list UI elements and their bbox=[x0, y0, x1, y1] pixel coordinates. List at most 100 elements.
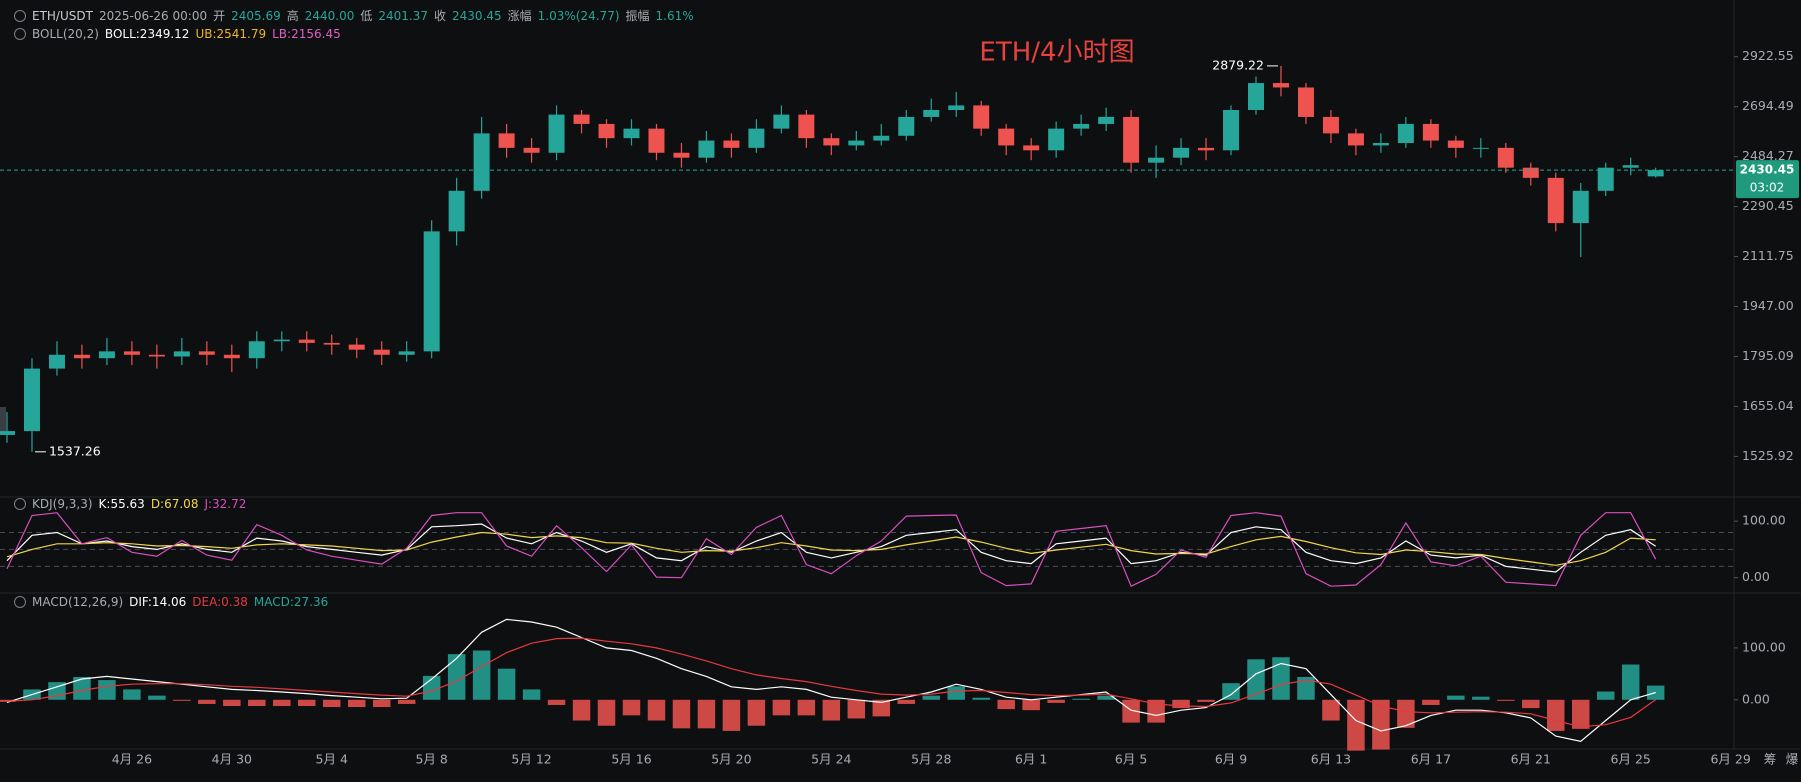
candle-body bbox=[1422, 123, 1439, 141]
candle-body bbox=[573, 114, 590, 124]
candle-body bbox=[48, 354, 65, 369]
histogram-bar bbox=[273, 699, 291, 707]
y-tick-label: 2290.45 bbox=[1742, 198, 1794, 213]
candle-body bbox=[748, 128, 765, 148]
header-label: 振幅 bbox=[625, 9, 650, 23]
indicator-value: LB:2156.45 bbox=[272, 27, 341, 41]
candle-body bbox=[0, 431, 15, 435]
x-tick-label: 6月 13 bbox=[1311, 752, 1351, 767]
last-price-box bbox=[1736, 160, 1799, 199]
series-line bbox=[6, 637, 1657, 728]
y-tick-label: 0.00 bbox=[1742, 569, 1770, 584]
x-tick-label: 6月 17 bbox=[1411, 752, 1451, 767]
y-tick-label: 2111.75 bbox=[1742, 248, 1794, 263]
x-tick-label: 5月 24 bbox=[811, 752, 851, 767]
legend-icon[interactable] bbox=[14, 498, 26, 510]
histogram-bar bbox=[372, 699, 391, 708]
candle-body bbox=[648, 128, 665, 153]
histogram-bar bbox=[447, 654, 466, 700]
header-value: 1.61% bbox=[655, 8, 694, 23]
indicator-value: UB:2541.79 bbox=[195, 27, 267, 41]
series-line bbox=[6, 531, 1656, 566]
histogram-bar bbox=[1447, 695, 1465, 700]
candle-body bbox=[548, 114, 565, 153]
max-label: 2879.22 bbox=[1212, 57, 1264, 72]
candle-body bbox=[898, 116, 915, 136]
histogram-bar bbox=[472, 650, 491, 700]
histogram-bar bbox=[1297, 676, 1315, 700]
candle-body bbox=[973, 105, 990, 129]
histogram-bar bbox=[1247, 659, 1265, 700]
candle-body bbox=[523, 147, 540, 153]
y-tick-label: 1947.00 bbox=[1742, 298, 1794, 313]
legend-entry: K:55.63 bbox=[98, 497, 145, 511]
histogram-bar bbox=[322, 699, 341, 708]
candle-body bbox=[448, 190, 465, 232]
candle-body bbox=[698, 140, 715, 158]
candle-body bbox=[423, 231, 440, 352]
candle-body bbox=[1272, 83, 1289, 88]
candle-body bbox=[1397, 123, 1414, 143]
histogram-bar bbox=[123, 689, 141, 700]
series-line bbox=[6, 523, 1657, 573]
x-tick-label: 6月 25 bbox=[1611, 752, 1651, 767]
histogram-bar bbox=[547, 699, 566, 705]
histogram-bar bbox=[1372, 699, 1390, 750]
histogram-bar bbox=[1022, 699, 1040, 711]
histogram-bar bbox=[198, 699, 216, 704]
candle-body bbox=[823, 138, 840, 146]
legend-entry: J:32.72 bbox=[204, 497, 247, 511]
candle-body bbox=[1123, 116, 1140, 163]
candle-body bbox=[1647, 170, 1664, 177]
y-tick-label: 2922.55 bbox=[1742, 48, 1794, 63]
histogram-bar bbox=[672, 699, 691, 729]
series-line bbox=[6, 512, 1657, 588]
histogram-bar bbox=[48, 682, 66, 700]
header-label: 高 bbox=[286, 9, 299, 23]
histogram-bar bbox=[822, 699, 841, 721]
histogram-bar bbox=[847, 699, 866, 719]
candle-body bbox=[148, 354, 165, 357]
toolbar-button[interactable]: 筹 bbox=[1764, 752, 1777, 767]
candle-body bbox=[498, 133, 515, 148]
candle-body bbox=[98, 351, 115, 359]
toolbar-button[interactable]: 爆 bbox=[1786, 752, 1799, 767]
histogram-bar bbox=[1172, 699, 1190, 709]
x-tick-label: 5月 12 bbox=[511, 752, 551, 767]
histogram-bar bbox=[497, 668, 516, 700]
candle-body bbox=[723, 140, 740, 148]
histogram-bar bbox=[1147, 699, 1165, 723]
histogram-bar bbox=[173, 699, 191, 701]
histogram-bar bbox=[647, 699, 666, 721]
x-tick-label: 5月 4 bbox=[316, 752, 348, 767]
candle-body bbox=[1622, 165, 1639, 168]
candle-body bbox=[1497, 147, 1514, 168]
legend-icon[interactable] bbox=[14, 9, 26, 22]
candle-body bbox=[1547, 177, 1564, 224]
candle-body bbox=[1073, 123, 1090, 129]
histogram-bar bbox=[797, 699, 816, 716]
legend-icon[interactable] bbox=[14, 28, 26, 40]
histogram-bar bbox=[1571, 699, 1590, 729]
legend-icon[interactable] bbox=[14, 596, 26, 608]
candle-body bbox=[1372, 142, 1389, 146]
candle-body bbox=[198, 351, 215, 355]
candle-body bbox=[348, 344, 365, 350]
indicator-title: MACD(12,26,9) bbox=[32, 595, 124, 609]
y-tick-label: 2694.49 bbox=[1742, 98, 1794, 113]
indicator-title: KDJ(9,3,3) bbox=[32, 497, 93, 511]
candle-body bbox=[673, 152, 690, 158]
legend-entry: MACD:27.36 bbox=[253, 595, 329, 609]
header-value: 2401.37 bbox=[378, 8, 429, 23]
boll-legend: BOLL(20,2) BOLL:2349.12 UB:2541.79 LB:2156.… bbox=[14, 27, 341, 41]
side-tab[interactable] bbox=[0, 407, 6, 431]
histogram-bar bbox=[972, 697, 990, 700]
candle-body bbox=[948, 105, 965, 111]
histogram-bar bbox=[1222, 683, 1240, 700]
candle-body bbox=[123, 351, 140, 355]
histogram-bar bbox=[522, 689, 541, 700]
histogram-bar bbox=[1522, 699, 1540, 709]
histogram-bar bbox=[1422, 699, 1440, 705]
chart-title: ETH/4小时图 bbox=[979, 38, 1134, 68]
